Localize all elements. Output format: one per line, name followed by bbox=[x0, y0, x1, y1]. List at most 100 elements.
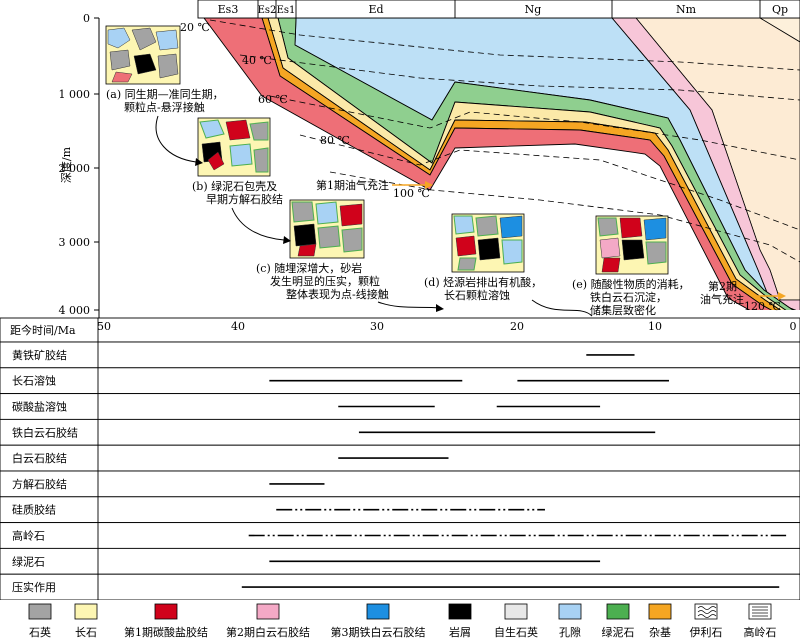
thin-section-b bbox=[197, 117, 271, 177]
legend-item: 孔隙 bbox=[558, 603, 582, 639]
process-row: 白云石胶结 bbox=[0, 444, 800, 472]
legend-swatch bbox=[366, 603, 390, 620]
time-tick-30: 30 bbox=[370, 320, 384, 333]
stage-e-caption: (e) 随酸性物质的消耗，铁白云石沉淀，储集层致密化 bbox=[572, 277, 690, 317]
formation-ng: Ng bbox=[525, 3, 542, 16]
legend-item: 岩屑 bbox=[448, 603, 472, 639]
legend-swatch bbox=[504, 603, 528, 620]
legend-swatch bbox=[28, 603, 52, 620]
process-name: 碳酸盐溶蚀 bbox=[12, 400, 67, 414]
process-name: 方解石胶结 bbox=[12, 477, 67, 491]
legend-swatch bbox=[256, 603, 280, 620]
legend-swatch bbox=[558, 603, 582, 620]
strata-fill bbox=[203, 18, 800, 310]
legend-item: 第2期白云石胶结 bbox=[226, 603, 310, 639]
process-name: 硅质胶结 bbox=[12, 503, 56, 517]
legend-item: 长石 bbox=[74, 603, 98, 639]
stage-c-caption: (c) 随埋深增大，砂岩发生明显的压实，颗粒整体表现为点-线接触 bbox=[256, 261, 389, 301]
stage-b-caption: (b) 绿泥石包壳及早期方解石胶结 bbox=[192, 179, 283, 206]
burial-history-panel: Es3 Es2 Es1 Ed Ng Nm Qp 0 1 000 2 000 3 … bbox=[59, 0, 800, 318]
legend-label: 杂基 bbox=[649, 626, 671, 639]
process-name: 压实作用 bbox=[12, 580, 56, 594]
process-row: 高岭石 bbox=[0, 522, 800, 549]
process-table: 黄铁矿胶结长石溶蚀碳酸盐溶蚀铁白云石胶结白云石胶结方解石胶结硅质胶结高岭石绿泥石… bbox=[0, 341, 800, 601]
legend-label: 第3期铁白云石胶结 bbox=[331, 625, 426, 639]
process-name: 绿泥石 bbox=[12, 554, 45, 568]
process-row: 黄铁矿胶结 bbox=[0, 341, 800, 369]
time-tick-0: 0 bbox=[790, 320, 797, 333]
thin-section-c bbox=[289, 199, 365, 259]
formation-es1: Es1 bbox=[277, 5, 296, 16]
depth-tick-3000: 3 000 bbox=[59, 236, 91, 249]
legend-label: 自生石英 bbox=[494, 625, 538, 639]
time-tick-40: 40 bbox=[231, 320, 245, 333]
process-name: 黄铁矿胶结 bbox=[12, 348, 67, 362]
legend-item: 自生石英 bbox=[494, 603, 538, 639]
legend-item: 杂基 bbox=[648, 603, 672, 639]
thin-section-d bbox=[451, 213, 525, 273]
thin-section-a bbox=[105, 25, 181, 85]
legend-label: 绿泥石 bbox=[602, 625, 635, 639]
isotherm-120: 120 ℃ bbox=[744, 300, 781, 313]
legend: 石英 长石 第1期碳酸盐胶结 第2期白云石胶结 第3期铁白云石胶结 岩屑 自生石英 孔隙 绿泥石… bbox=[0, 600, 800, 642]
legend-item: 高岭石 bbox=[744, 603, 777, 639]
time-tick-10: 10 bbox=[648, 320, 662, 333]
legend-swatch bbox=[748, 603, 772, 620]
formation-qp: Qp bbox=[772, 3, 788, 16]
legend-swatch bbox=[606, 603, 630, 620]
formation-nm: Nm bbox=[676, 3, 697, 16]
isotherm-100: 100 ℃ bbox=[393, 187, 430, 200]
isotherm-80: 80 ℃ bbox=[320, 134, 350, 147]
legend-swatch bbox=[648, 603, 672, 620]
legend-label: 第1期碳酸盐胶结 bbox=[124, 625, 208, 639]
isotherm-60: 60 ℃ bbox=[258, 93, 288, 106]
process-name: 长石溶蚀 bbox=[12, 374, 56, 388]
legend-label: 孔隙 bbox=[559, 625, 581, 639]
time-axis: 距今时间/Ma 50 40 30 20 10 0 bbox=[0, 317, 800, 343]
process-name: 高岭石 bbox=[12, 529, 45, 543]
stage-arrows bbox=[155, 115, 593, 317]
legend-item: 第1期碳酸盐胶结 bbox=[124, 603, 208, 639]
legend-item: 石英 bbox=[28, 603, 52, 639]
legend-item: 伊利石 bbox=[690, 603, 723, 639]
process-row: 长石溶蚀 bbox=[0, 367, 800, 395]
charge-event-2: 第2期油气充注 bbox=[700, 279, 744, 306]
stage-a-caption: (a) 同生期—准同生期，颗粒点-悬浮接触 bbox=[106, 87, 224, 114]
time-tick-20: 20 bbox=[510, 320, 524, 333]
legend-label: 石英 bbox=[29, 625, 51, 639]
process-name: 白云石胶结 bbox=[12, 451, 67, 465]
stage-d-caption: (d) 烃源岩排出有机酸，长石颗粒溶蚀 bbox=[424, 275, 542, 302]
legend-label: 第2期白云石胶结 bbox=[226, 625, 310, 639]
formation-es2: Es2 bbox=[258, 5, 277, 16]
process-row: 压实作用 bbox=[0, 573, 800, 601]
legend-swatch bbox=[74, 603, 98, 620]
depth-tick-1000: 1 000 bbox=[59, 88, 91, 101]
legend-item: 绿泥石 bbox=[602, 603, 635, 639]
process-row: 铁白云石胶结 bbox=[0, 418, 800, 446]
depth-tick-2000: 2 000 bbox=[59, 162, 91, 175]
formation-ed: Ed bbox=[368, 3, 383, 16]
process-name: 铁白云石胶结 bbox=[12, 425, 78, 439]
isotherm-lines bbox=[209, 19, 800, 263]
depth-axis-label: 深度/m bbox=[59, 146, 73, 183]
process-row: 硅质胶结 bbox=[0, 496, 800, 524]
legend-label: 长石 bbox=[75, 626, 97, 639]
time-axis-label: 距今时间/Ma bbox=[10, 323, 76, 337]
thin-section-e bbox=[595, 215, 669, 275]
legend-label: 岩屑 bbox=[449, 625, 471, 639]
legend-swatch bbox=[154, 603, 178, 620]
depth-tick-4000: 4 000 bbox=[59, 304, 91, 317]
isotherm-20: 20 ℃ bbox=[180, 21, 210, 34]
charge-event-1: 第1期油气充注 bbox=[316, 178, 389, 192]
isotherm-40: 40 ℃ bbox=[242, 54, 272, 67]
process-row: 碳酸盐溶蚀 bbox=[0, 393, 800, 420]
formation-bar: Es3 Es2 Es1 Ed Ng Nm Qp bbox=[197, 0, 800, 19]
process-row: 方解石胶结 bbox=[0, 470, 800, 498]
legend-label: 高岭石 bbox=[744, 625, 777, 639]
formation-es3: Es3 bbox=[218, 3, 239, 16]
legend-item: 第3期铁白云石胶结 bbox=[331, 603, 426, 639]
legend-swatch bbox=[448, 603, 472, 620]
time-tick-50: 50 bbox=[97, 320, 111, 333]
process-row: 绿泥石 bbox=[0, 547, 800, 575]
